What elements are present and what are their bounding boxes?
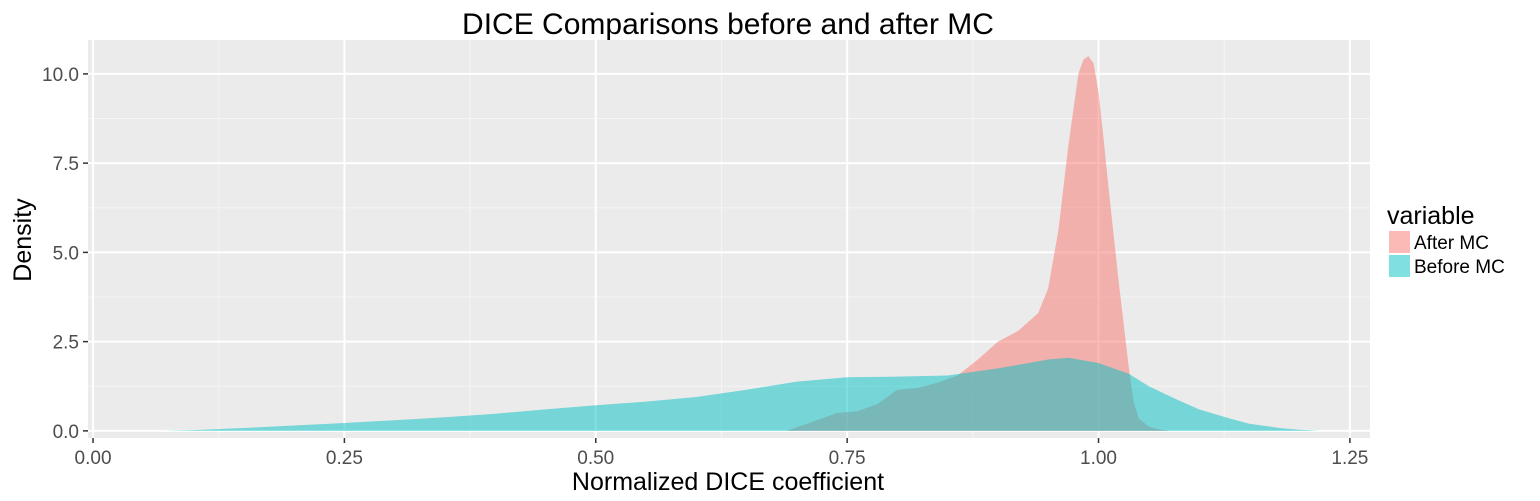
x-tick-label: 1.25 — [1331, 448, 1368, 469]
plot-panel — [88, 40, 1370, 438]
density-areas — [163, 56, 1320, 431]
y-axis-title: Density — [9, 198, 37, 282]
x-tick-label: 1.00 — [1080, 448, 1117, 469]
x-axis: 0.00 0.25 0.50 0.75 1.00 1.25 — [75, 438, 1368, 469]
x-tick-label: 0.25 — [326, 448, 363, 469]
y-tick-label: 7.5 — [53, 154, 79, 175]
x-tick-label: 0.00 — [75, 448, 112, 469]
legend: variable After MC Before MC — [1387, 202, 1505, 278]
x-tick-label: 0.50 — [577, 448, 614, 469]
y-tick-label: 0.0 — [53, 422, 79, 443]
density-area-after-mc — [786, 56, 1169, 431]
x-axis-title: Normalized DICE coefficient — [572, 468, 884, 496]
density-area-before-mc — [163, 357, 1320, 431]
legend-title: variable — [1387, 202, 1475, 230]
y-tick-label: 2.5 — [53, 333, 79, 354]
legend-key-after-mc — [1389, 231, 1410, 253]
y-tick-label: 10.0 — [42, 65, 79, 86]
x-tick-label: 0.75 — [829, 448, 866, 469]
y-tick-label: 5.0 — [53, 243, 79, 264]
legend-label-after-mc: After MC — [1414, 233, 1489, 254]
legend-label-before-mc: Before MC — [1414, 257, 1505, 278]
y-axis: 0.0 2.5 5.0 7.5 10.0 — [42, 65, 88, 443]
legend-key-before-mc — [1389, 255, 1410, 277]
minor-gridlines — [88, 40, 1370, 438]
chart-title: DICE Comparisons before and after MC — [462, 8, 994, 41]
